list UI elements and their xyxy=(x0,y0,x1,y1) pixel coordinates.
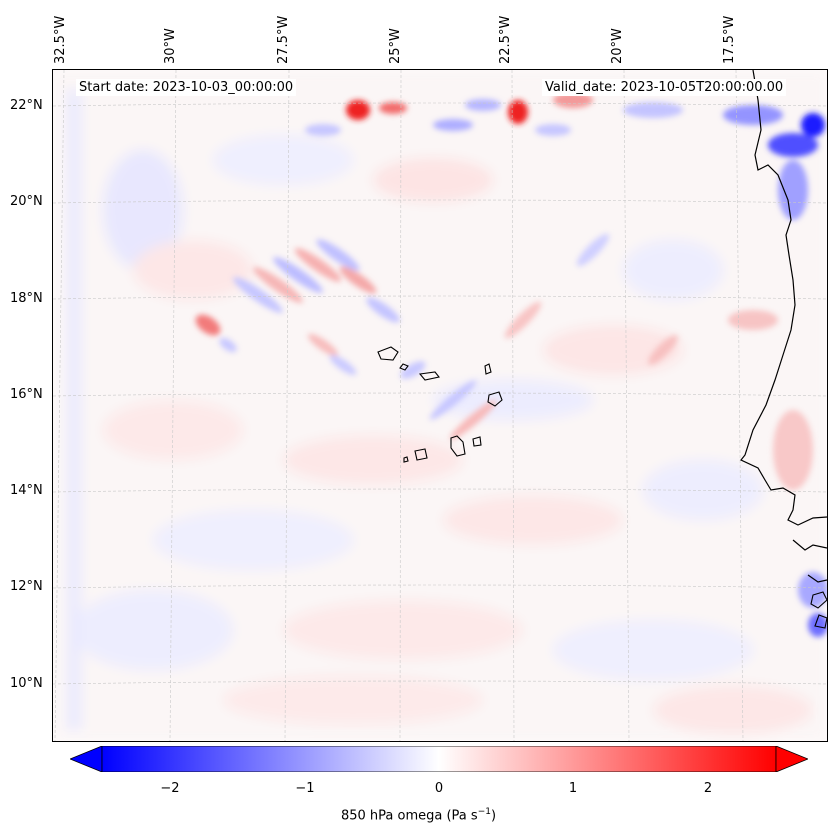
lat-label-18n: 18°N xyxy=(10,291,43,306)
colorbar-min-extend xyxy=(70,746,103,772)
lat-label-12n: 12°N xyxy=(10,579,43,594)
cape-verde-islands xyxy=(377,346,503,463)
lat-label-14n: 14°N xyxy=(10,483,43,498)
omega-field xyxy=(53,70,827,741)
lon-label-25w: 25°W xyxy=(388,28,403,64)
colorbar-tick-2: 2 xyxy=(703,781,713,796)
colorbar-gradient xyxy=(101,746,777,772)
omega-map xyxy=(52,69,828,742)
coastline xyxy=(740,70,827,526)
colorbar-tick-neg1: −1 xyxy=(295,781,315,796)
lat-label-20n: 20°N xyxy=(10,194,43,209)
lon-label-22-5w: 22.5°W xyxy=(498,15,513,64)
map-canvas xyxy=(53,70,827,741)
colorbar-tick-1: 1 xyxy=(568,781,578,796)
colorbar xyxy=(70,746,808,772)
colorbar-tick-0: 0 xyxy=(434,781,444,796)
colorbar-title: 850 hPa omega (Pa s−1) xyxy=(340,807,497,824)
lon-label-32-5w: 32.5°W xyxy=(53,15,68,64)
lat-label-22n: 22°N xyxy=(10,98,43,113)
colorbar-max-extend xyxy=(775,746,808,772)
colorbar-tick-neg2: −2 xyxy=(160,781,180,796)
lat-label-16n: 16°N xyxy=(10,387,43,402)
lon-label-20w: 20°W xyxy=(610,28,625,64)
lon-label-30w: 30°W xyxy=(163,28,178,64)
lon-label-27-5w: 27.5°W xyxy=(276,15,291,64)
lon-label-17-5w: 17.5°W xyxy=(722,15,737,64)
start-date-label: Start date: 2023-10-03_00:00:00 xyxy=(76,79,297,96)
lat-label-10n: 10°N xyxy=(10,676,43,691)
graticule xyxy=(53,70,827,741)
valid-date-label: Valid_date: 2023-10-05T20:00:00.00 xyxy=(542,79,787,96)
